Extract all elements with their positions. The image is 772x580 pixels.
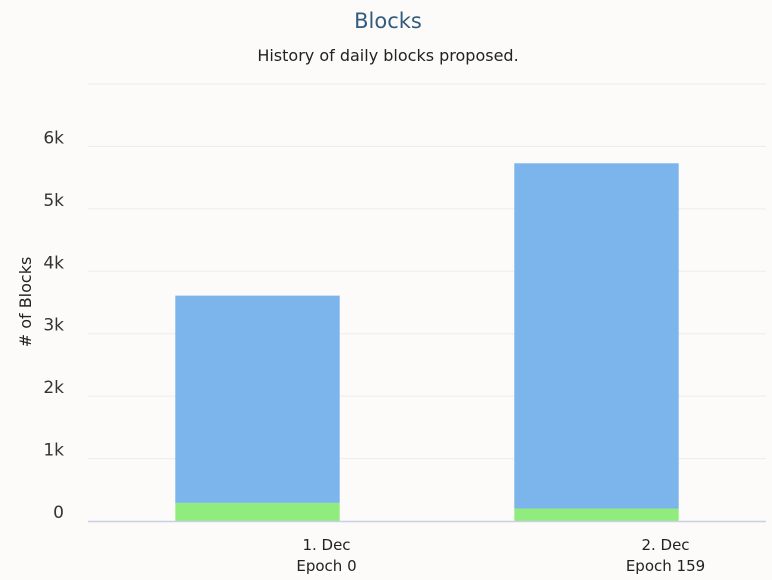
- chart-subtitle: History of daily blocks proposed.: [257, 46, 518, 65]
- bar-segment[interactable]: [175, 295, 340, 503]
- x-tick-label-date: 2. Dec: [641, 536, 689, 554]
- bars: [175, 163, 679, 521]
- y-tick-label: 6k: [43, 128, 64, 148]
- y-tick-label: 3k: [43, 316, 64, 336]
- x-tick-label-date: 1. Dec: [302, 536, 350, 554]
- y-tick-label: 0: [53, 503, 64, 523]
- y-tick-label: 4k: [43, 253, 64, 273]
- chart-title: Blocks: [354, 9, 422, 33]
- bar-segment[interactable]: [514, 163, 679, 509]
- y-tick-label: 2k: [43, 378, 64, 398]
- x-tick-label-epoch: Epoch 159: [626, 557, 705, 575]
- y-tick-label: 5k: [43, 191, 64, 211]
- y-tick-label: 1k: [43, 441, 64, 461]
- y-axis-ticks: 0 1k 2k 3k 4k 5k 6k: [43, 128, 64, 523]
- y-axis-label: # of Blocks: [16, 257, 35, 348]
- bar-segment[interactable]: [514, 508, 679, 521]
- x-tick-label-epoch: Epoch 0: [296, 557, 356, 575]
- bar-segment[interactable]: [175, 502, 340, 521]
- x-axis-ticks: 1. Dec Epoch 0 2. Dec Epoch 159: [296, 536, 705, 575]
